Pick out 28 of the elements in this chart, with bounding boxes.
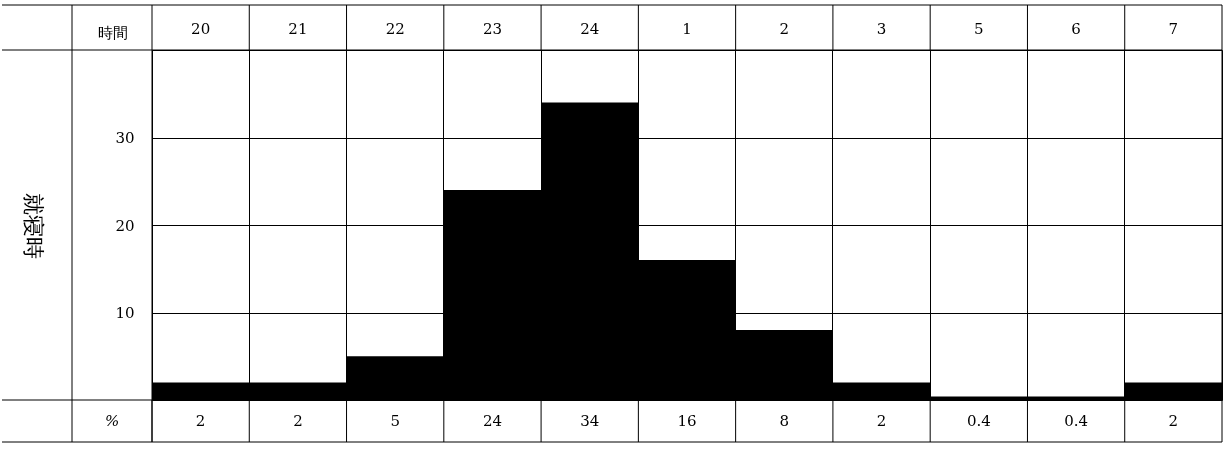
y-tick-label: 10 xyxy=(115,304,135,322)
data-label: 16 xyxy=(677,412,697,430)
x-tick-label: 2 xyxy=(779,19,790,38)
x-tick-label: 22 xyxy=(385,19,405,38)
x-tick-label: 1 xyxy=(682,19,692,38)
x-tick-label: 24 xyxy=(580,19,600,38)
data-label: 2 xyxy=(293,412,303,430)
data-label: 34 xyxy=(580,412,600,430)
x-tick-label: 6 xyxy=(1071,19,1081,38)
data-label: 8 xyxy=(779,412,790,430)
data-label: 0.4 xyxy=(966,412,991,430)
x-axis-title: 時間 xyxy=(97,23,128,42)
data-label: 24 xyxy=(482,412,502,430)
x-tick-label: 3 xyxy=(876,19,887,38)
x-tick-label: 7 xyxy=(1168,19,1179,38)
x-tick-label: 23 xyxy=(482,19,502,38)
x-tick-label: 20 xyxy=(191,19,211,38)
data-label: 5 xyxy=(390,412,400,430)
text: % xyxy=(104,412,120,430)
y-tick-label: 30 xyxy=(115,129,135,147)
data-label: 2 xyxy=(195,412,206,430)
x-tick-label: 21 xyxy=(288,19,308,38)
data-label: 2 xyxy=(1168,412,1179,430)
data-label: 0.4 xyxy=(1064,412,1089,430)
y-axis-title: 就寝時 xyxy=(20,192,46,259)
y-tick-label: 20 xyxy=(115,216,135,235)
x-tick-label: 5 xyxy=(974,19,984,38)
data-label: 2 xyxy=(876,412,887,430)
